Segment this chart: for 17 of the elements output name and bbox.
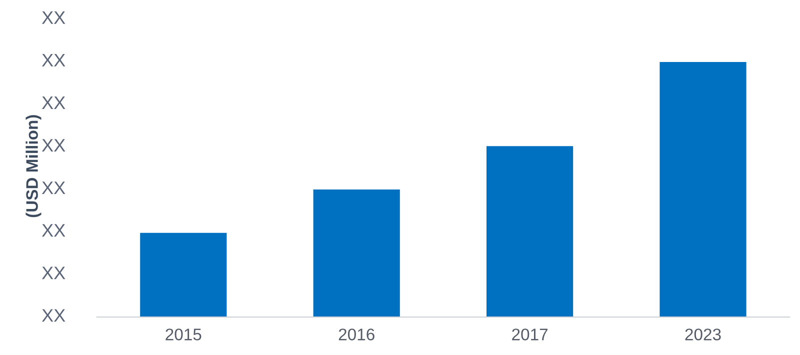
text: XX (42, 309, 66, 322)
bar (313, 190, 400, 318)
text: XX (42, 96, 66, 109)
y-axis-title: (USD Million) (26, 115, 42, 218)
x-tick-label: 2015 (166, 328, 202, 340)
x-tick-label: 2017 (512, 328, 548, 340)
text: XX (42, 139, 66, 152)
x-tick-label: 2016 (338, 328, 374, 340)
text: XX (42, 54, 66, 66)
bar (660, 62, 746, 318)
x-tick-label: 2023 (685, 328, 721, 340)
text: XX (42, 182, 66, 194)
bar (140, 232, 227, 318)
text: XX (42, 224, 66, 237)
text: XX (42, 266, 66, 280)
bar (486, 146, 574, 318)
text: XX (42, 11, 66, 24)
